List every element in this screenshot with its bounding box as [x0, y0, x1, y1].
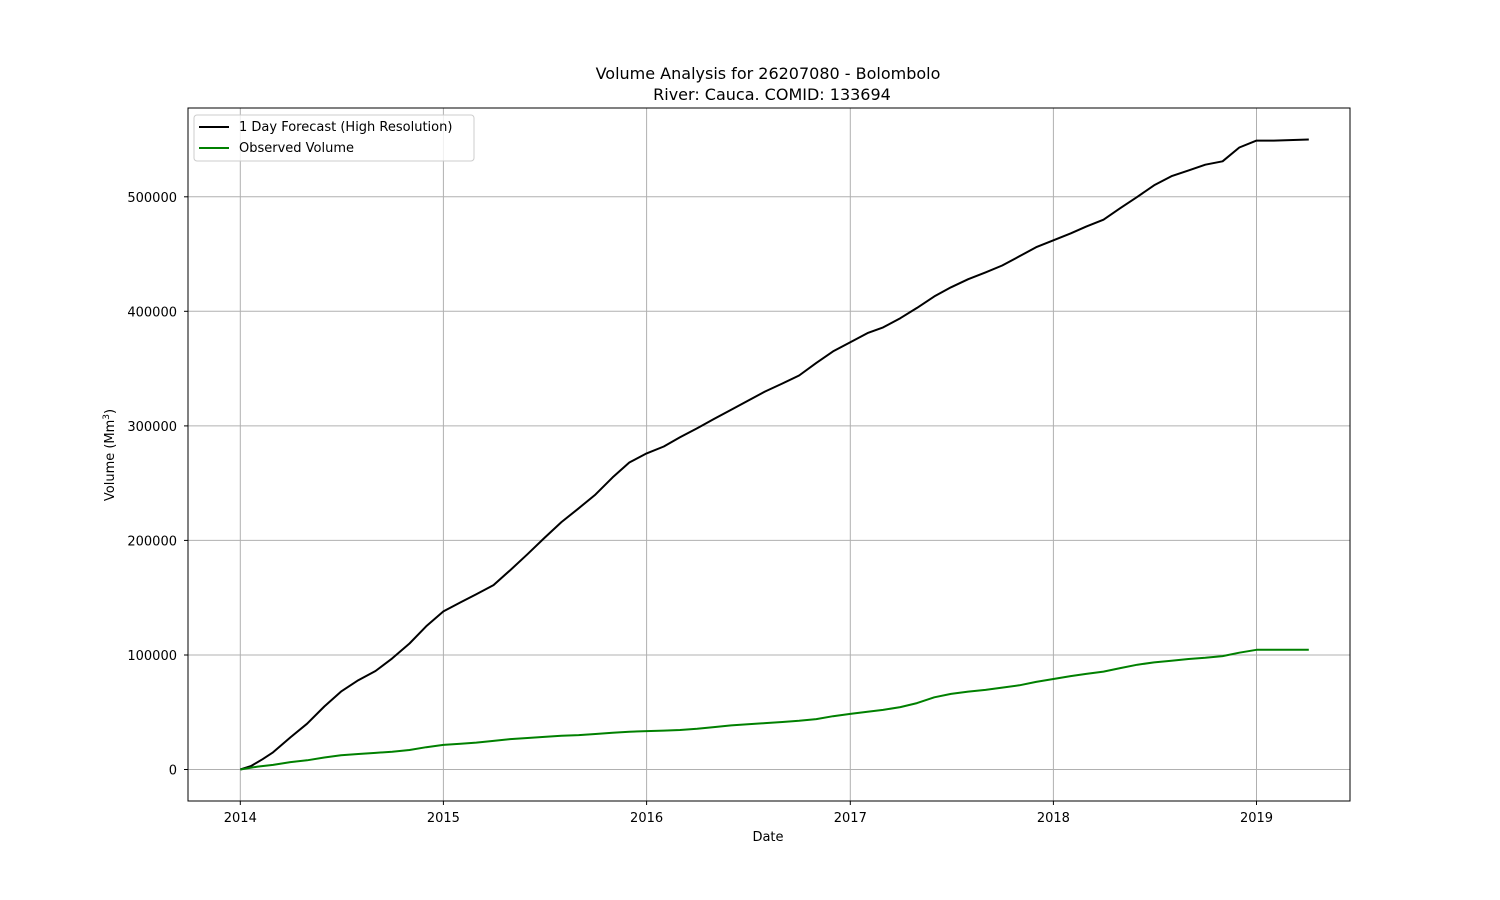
y-tick-label: 400000	[127, 305, 177, 320]
legend: 1 Day Forecast (High Resolution) Observe…	[193, 114, 475, 162]
x-tick-label: 2017	[834, 811, 867, 826]
legend-label-observed: Observed Volume	[239, 141, 354, 156]
legend-box	[193, 114, 475, 162]
y-tick-label: 300000	[127, 420, 177, 435]
observed-volume-line	[240, 648, 1309, 771]
plot-frame	[187, 107, 1351, 802]
y-axis-label-sup: 3	[102, 414, 112, 420]
x-tick-label: 2014	[224, 811, 257, 826]
series-lines	[239, 138, 1309, 771]
x-tick-label: 2015	[427, 811, 460, 826]
y-tick-label: 0	[169, 764, 177, 779]
y-tick-label: 200000	[127, 534, 177, 549]
legend-label-forecast: 1 Day Forecast (High Resolution)	[239, 120, 452, 135]
x-tick-label: 2019	[1240, 811, 1273, 826]
chart-title-line2: River: Cauca. COMID: 133694	[653, 85, 891, 104]
y-axis-label-main: Volume (Mm	[103, 420, 118, 501]
y-axis-label: Volume (Mm3)	[102, 409, 118, 501]
x-axis-label: Date	[752, 830, 783, 845]
axis-ticks: 2014 2015 2016 2017 2018 2019 0 100000 200000 300…	[127, 191, 1273, 826]
x-tick-label: 2016	[630, 811, 663, 826]
forecast-volume-line	[239, 138, 1309, 771]
x-tick-label: 2018	[1037, 811, 1070, 826]
y-tick-label: 100000	[127, 649, 177, 664]
chart-title-line1: Volume Analysis for 26207080 - Bolombolo	[596, 64, 941, 83]
y-tick-label: 500000	[127, 191, 177, 206]
y-axis-label-close: )	[103, 409, 118, 414]
